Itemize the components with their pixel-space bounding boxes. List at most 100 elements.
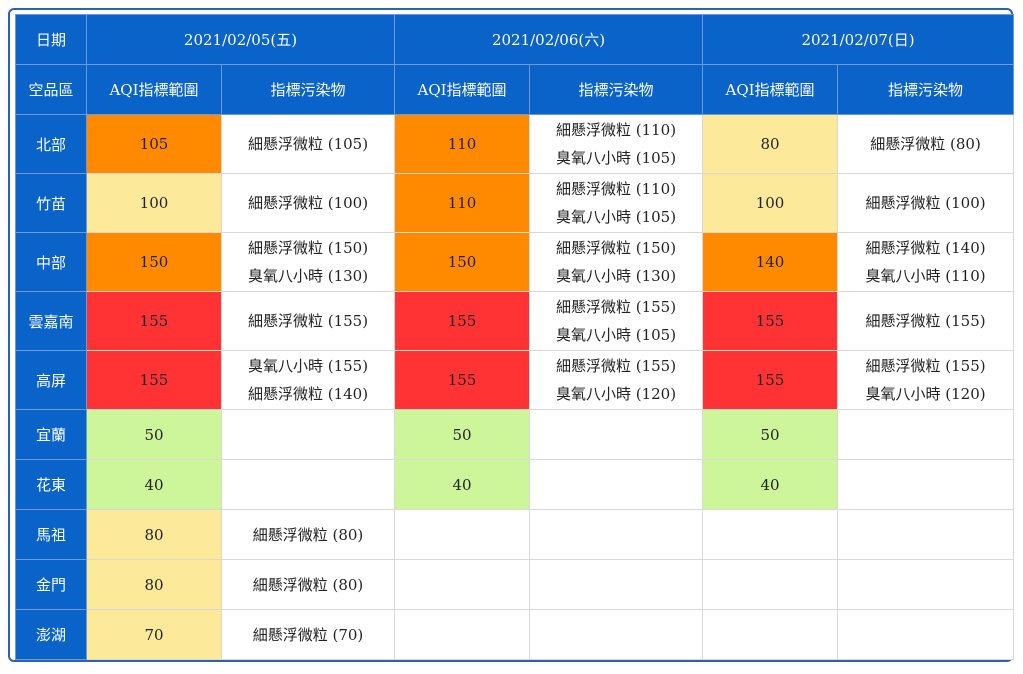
pollutant-item: 臭氧八小時 (105) xyxy=(555,208,677,226)
aqi-value-cell: 100 xyxy=(702,173,839,233)
region-cell: 北部 xyxy=(15,114,87,174)
aqi-value-cell: 155 xyxy=(702,350,839,410)
pollutant-cell xyxy=(837,609,1015,660)
region-cell: 中部 xyxy=(15,232,87,292)
pollutant-item: 細懸浮微粒 (140) xyxy=(865,239,986,257)
pollutant-cell: 細懸浮微粒 (110) 臭氧八小時 (105) xyxy=(529,114,704,174)
aqi-range-header: AQI指標範圍 xyxy=(86,64,222,115)
region-header: 空品區 xyxy=(15,64,87,115)
pollutant-cell: 細懸浮微粒 (140) 臭氧八小時 (110) xyxy=(837,232,1015,292)
table-row: 澎湖 70 細懸浮微粒 (70) xyxy=(15,609,1015,660)
table-row: 高屏 155 臭氧八小時 (155) 細懸浮微粒 (140) 155 細懸浮微粒 (155… xyxy=(15,350,1015,410)
aqi-value-cell: 155 xyxy=(394,291,531,351)
pollutant-item: 細懸浮微粒 (80) xyxy=(252,525,364,544)
pollutant-item: 臭氧八小時 (120) xyxy=(865,385,986,403)
pollutant-header: 指標污染物 xyxy=(220,64,396,115)
pollutant-item: 細懸浮微粒 (110) xyxy=(555,121,677,139)
pollutant-item: 細懸浮微粒 (100) xyxy=(247,194,369,212)
pollutant-item: 細懸浮微粒 (150) xyxy=(247,239,369,257)
table-row: 雲嘉南 155 細懸浮微粒 (155) 155 細懸浮微粒 (155) 臭氧八小時 (10… xyxy=(15,291,1015,351)
aqi-value-cell: 140 xyxy=(702,232,839,292)
pollutant-cell: 細懸浮微粒 (110) 臭氧八小時 (105) xyxy=(529,173,704,233)
pollutant-cell xyxy=(220,459,396,510)
region-cell: 宜蘭 xyxy=(15,409,87,460)
pollutant-cell: 細懸浮微粒 (105) xyxy=(220,114,396,174)
pollutant-cell: 細懸浮微粒 (80) xyxy=(837,114,1015,174)
pollutant-item: 細懸浮微粒 (110) xyxy=(555,180,677,198)
aqi-value-cell: 40 xyxy=(394,459,531,510)
aqi-value-cell xyxy=(394,509,531,560)
region-cell: 馬祖 xyxy=(15,509,87,560)
pollutant-cell xyxy=(837,509,1015,560)
pollutant-item: 細懸浮微粒 (155) xyxy=(247,312,369,330)
pollutant-item: 細懸浮微粒 (100) xyxy=(865,194,986,212)
pollutant-cell: 細懸浮微粒 (155) 臭氧八小時 (120) xyxy=(837,350,1015,410)
aqi-value-cell: 110 xyxy=(394,173,531,233)
pollutant-cell: 細懸浮微粒 (150) 臭氧八小時 (130) xyxy=(529,232,704,292)
pollutant-item: 細懸浮微粒 (80) xyxy=(870,135,981,153)
aqi-value-cell: 155 xyxy=(394,350,531,410)
aqi-value-cell: 80 xyxy=(86,559,222,610)
aqi-value-cell: 40 xyxy=(86,459,222,510)
table-row: 金門 80 細懸浮微粒 (80) xyxy=(15,559,1015,610)
pollutant-item: 細懸浮微粒 (155) xyxy=(865,312,986,330)
aqi-value-cell: 50 xyxy=(394,409,531,460)
pollutant-item: 臭氧八小時 (105) xyxy=(555,149,677,167)
aqi-value-cell xyxy=(394,609,531,660)
pollutant-item: 臭氧八小時 (105) xyxy=(555,326,677,344)
table-row: 花東 40 40 40 xyxy=(15,459,1015,510)
pollutant-cell: 細懸浮微粒 (100) xyxy=(837,173,1015,233)
pollutant-cell: 細懸浮微粒 (155) xyxy=(837,291,1015,351)
aqi-value-cell: 70 xyxy=(86,609,222,660)
aqi-range-header: AQI指標範圍 xyxy=(394,64,531,115)
aqi-value-cell: 50 xyxy=(702,409,839,460)
pollutant-cell xyxy=(529,509,704,560)
table-row: 竹苗 100 細懸浮微粒 (100) 110 細懸浮微粒 (110) 臭氧八小時 (105… xyxy=(15,173,1015,233)
aqi-forecast-table: 日期 2021/02/05(五) 2021/02/06(六) 2021/02/0… xyxy=(15,14,1015,660)
aqi-value-cell: 40 xyxy=(702,459,839,510)
pollutant-cell xyxy=(837,559,1015,610)
pollutant-item: 臭氧八小時 (110) xyxy=(865,267,986,285)
pollutant-item: 細懸浮微粒 (80) xyxy=(252,575,364,594)
pollutant-cell: 細懸浮微粒 (80) xyxy=(220,559,396,610)
aqi-value-cell: 155 xyxy=(86,350,222,410)
pollutant-item: 細懸浮微粒 (105) xyxy=(247,135,369,153)
date-column-3: 2021/02/07(日) xyxy=(702,14,1015,65)
aqi-value-cell xyxy=(702,609,839,660)
pollutant-item: 臭氧八小時 (120) xyxy=(555,385,677,403)
aqi-value-cell xyxy=(394,559,531,610)
aqi-value-cell xyxy=(702,559,839,610)
table-row: 宜蘭 50 50 50 xyxy=(15,409,1015,460)
date-column-2: 2021/02/06(六) xyxy=(394,14,704,65)
pollutant-cell: 細懸浮微粒 (70) xyxy=(220,609,396,660)
date-header: 日期 xyxy=(15,14,87,65)
aqi-range-header: AQI指標範圍 xyxy=(702,64,839,115)
region-cell: 澎湖 xyxy=(15,609,87,660)
pollutant-item: 臭氧八小時 (130) xyxy=(247,267,369,285)
pollutant-cell xyxy=(529,459,704,510)
aqi-value-cell: 105 xyxy=(86,114,222,174)
pollutant-header: 指標污染物 xyxy=(529,64,704,115)
aqi-value-cell: 150 xyxy=(86,232,222,292)
pollutant-item: 細懸浮微粒 (155) xyxy=(555,298,677,316)
table-row: 北部 105 細懸浮微粒 (105) 110 細懸浮微粒 (110) 臭氧八小時 (105… xyxy=(15,114,1015,174)
pollutant-cell: 細懸浮微粒 (155) xyxy=(220,291,396,351)
region-cell: 金門 xyxy=(15,559,87,610)
date-column-1: 2021/02/05(五) xyxy=(85,14,396,65)
aqi-value-cell: 110 xyxy=(394,114,531,174)
pollutant-item: 細懸浮微粒 (140) xyxy=(247,385,369,403)
aqi-value-cell: 80 xyxy=(86,509,222,560)
aqi-value-cell xyxy=(702,509,839,560)
pollutant-cell xyxy=(837,409,1015,460)
pollutant-cell: 細懸浮微粒 (155) 臭氧八小時 (105) xyxy=(529,291,704,351)
aqi-value-cell: 50 xyxy=(86,409,222,460)
table-body: 北部 105 細懸浮微粒 (105) 110 細懸浮微粒 (110) 臭氧八小時 (105… xyxy=(15,114,1015,660)
aqi-value-cell: 155 xyxy=(86,291,222,351)
pollutant-cell: 細懸浮微粒 (100) xyxy=(220,173,396,233)
pollutant-cell xyxy=(529,559,704,610)
pollutant-cell xyxy=(220,409,396,460)
table-row: 中部 150 細懸浮微粒 (150) 臭氧八小時 (130) 150 細懸浮微粒 (150… xyxy=(15,232,1015,292)
aqi-value-cell: 155 xyxy=(702,291,839,351)
aqi-value-cell: 150 xyxy=(394,232,531,292)
region-cell: 雲嘉南 xyxy=(15,291,87,351)
